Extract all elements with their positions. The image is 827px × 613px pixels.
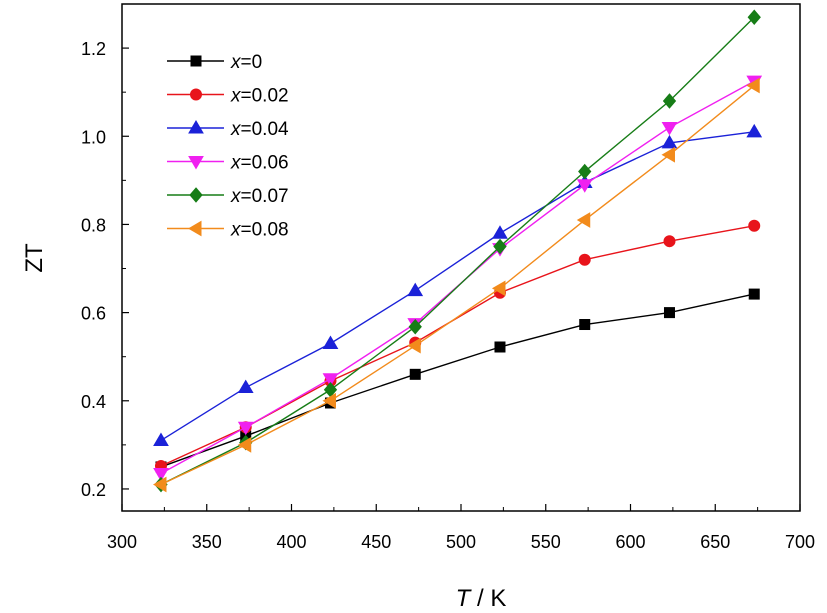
legend-variable: x bbox=[230, 86, 242, 107]
y-tick-label: 0.4 bbox=[81, 392, 106, 412]
legend-marker bbox=[188, 120, 204, 134]
legend-marker bbox=[188, 156, 204, 170]
data-point bbox=[153, 468, 169, 482]
data-point bbox=[494, 341, 506, 353]
data-point bbox=[663, 235, 676, 248]
legend-marker bbox=[189, 187, 203, 203]
x-axis-title: T / K bbox=[456, 585, 507, 612]
data-point bbox=[491, 280, 506, 297]
legend-variable: x bbox=[230, 220, 242, 241]
axis-ticks bbox=[121, 3, 801, 511]
legend-value: =0.04 bbox=[241, 119, 290, 140]
x-tick-label: 650 bbox=[700, 532, 730, 552]
y-tick-label: 0.8 bbox=[81, 215, 106, 235]
x-tick-label: 400 bbox=[276, 532, 306, 552]
legend-item: x=0 bbox=[167, 52, 262, 73]
x-tick-label: 600 bbox=[615, 532, 645, 552]
data-point bbox=[578, 163, 592, 180]
data-point bbox=[407, 337, 421, 354]
y-axis-title: ZT bbox=[21, 243, 48, 273]
data-point bbox=[661, 121, 678, 136]
legend-variable: x bbox=[230, 52, 242, 73]
legend-label: x=0.02 bbox=[230, 86, 289, 107]
series-line bbox=[160, 85, 755, 486]
y-tick-label: 0.6 bbox=[81, 304, 106, 324]
data-point bbox=[322, 373, 339, 387]
legend-marker bbox=[188, 220, 202, 237]
legend-item: x=0.02 bbox=[167, 86, 289, 107]
data-point bbox=[237, 436, 252, 453]
data-point bbox=[152, 476, 167, 493]
data-point bbox=[492, 225, 508, 239]
x-tick-label: 500 bbox=[446, 532, 476, 552]
legend-label: x=0.06 bbox=[230, 153, 289, 174]
data-point bbox=[748, 219, 761, 232]
series-line bbox=[160, 16, 755, 486]
data-point bbox=[153, 432, 169, 446]
data-point bbox=[493, 238, 507, 255]
legend-item: x=0.07 bbox=[167, 186, 289, 207]
legend-variable: x bbox=[230, 186, 242, 207]
data-point bbox=[663, 307, 675, 319]
legend-value: =0 bbox=[241, 52, 263, 73]
data-point bbox=[578, 253, 591, 266]
data-point bbox=[579, 319, 591, 331]
x-tick-label: 450 bbox=[361, 532, 391, 552]
legend-label: x=0.08 bbox=[230, 220, 289, 241]
x-axis-variable: T bbox=[456, 585, 473, 612]
legend: x=0x=0.02x=0.04x=0.06x=0.07x=0.08 bbox=[167, 52, 289, 241]
legend-label: x=0 bbox=[230, 52, 262, 73]
legend-marker bbox=[190, 55, 202, 67]
legend-item: x=0.06 bbox=[167, 153, 289, 174]
x-tick-label: 350 bbox=[192, 532, 222, 552]
y-tick-label: 1.2 bbox=[81, 39, 106, 59]
data-point bbox=[322, 392, 336, 409]
series-4 bbox=[154, 9, 761, 493]
y-tick-label: 1.0 bbox=[81, 127, 106, 147]
data-point bbox=[748, 288, 760, 300]
legend-label: x=0.04 bbox=[230, 119, 289, 140]
x-tick-label: 550 bbox=[531, 532, 561, 552]
data-point bbox=[237, 379, 254, 394]
data-point bbox=[746, 77, 760, 94]
data-point bbox=[747, 9, 761, 25]
data-point bbox=[746, 123, 763, 138]
legend-marker bbox=[190, 88, 202, 101]
legend-label: x=0.07 bbox=[230, 186, 289, 207]
legend-variable: x bbox=[230, 119, 242, 140]
series-5 bbox=[152, 77, 760, 493]
series-line bbox=[160, 293, 755, 468]
y-tick-label: 0.2 bbox=[81, 480, 106, 500]
data-point bbox=[576, 212, 591, 228]
data-point bbox=[576, 179, 593, 193]
data-point bbox=[322, 335, 339, 349]
data-point bbox=[408, 318, 422, 335]
data-point bbox=[661, 146, 675, 163]
series-layer bbox=[152, 9, 763, 493]
legend-variable: x bbox=[230, 153, 242, 174]
x-tick-label: 300 bbox=[107, 532, 137, 552]
data-point bbox=[407, 282, 424, 297]
legend-item: x=0.08 bbox=[167, 220, 289, 241]
series-line bbox=[160, 80, 755, 475]
data-point bbox=[409, 368, 421, 380]
series-line bbox=[160, 131, 755, 442]
plot-frame bbox=[121, 3, 801, 512]
x-tick-label: 700 bbox=[785, 532, 815, 552]
legend-value: =0.08 bbox=[241, 220, 289, 241]
series-2 bbox=[153, 123, 763, 446]
legend-value: =0.06 bbox=[241, 153, 289, 174]
x-axis-unit: / K bbox=[470, 585, 506, 612]
data-point bbox=[662, 93, 677, 109]
data-point bbox=[661, 134, 678, 149]
tick-labels: 300 350 400 450 500 550 600 650 700 0.2 0.4 0.6 0.8 1… bbox=[81, 39, 815, 552]
legend-value: =0.07 bbox=[241, 186, 289, 207]
legend-value: =0.02 bbox=[241, 86, 289, 107]
data-point bbox=[237, 421, 254, 436]
legend-item: x=0.04 bbox=[167, 119, 289, 140]
